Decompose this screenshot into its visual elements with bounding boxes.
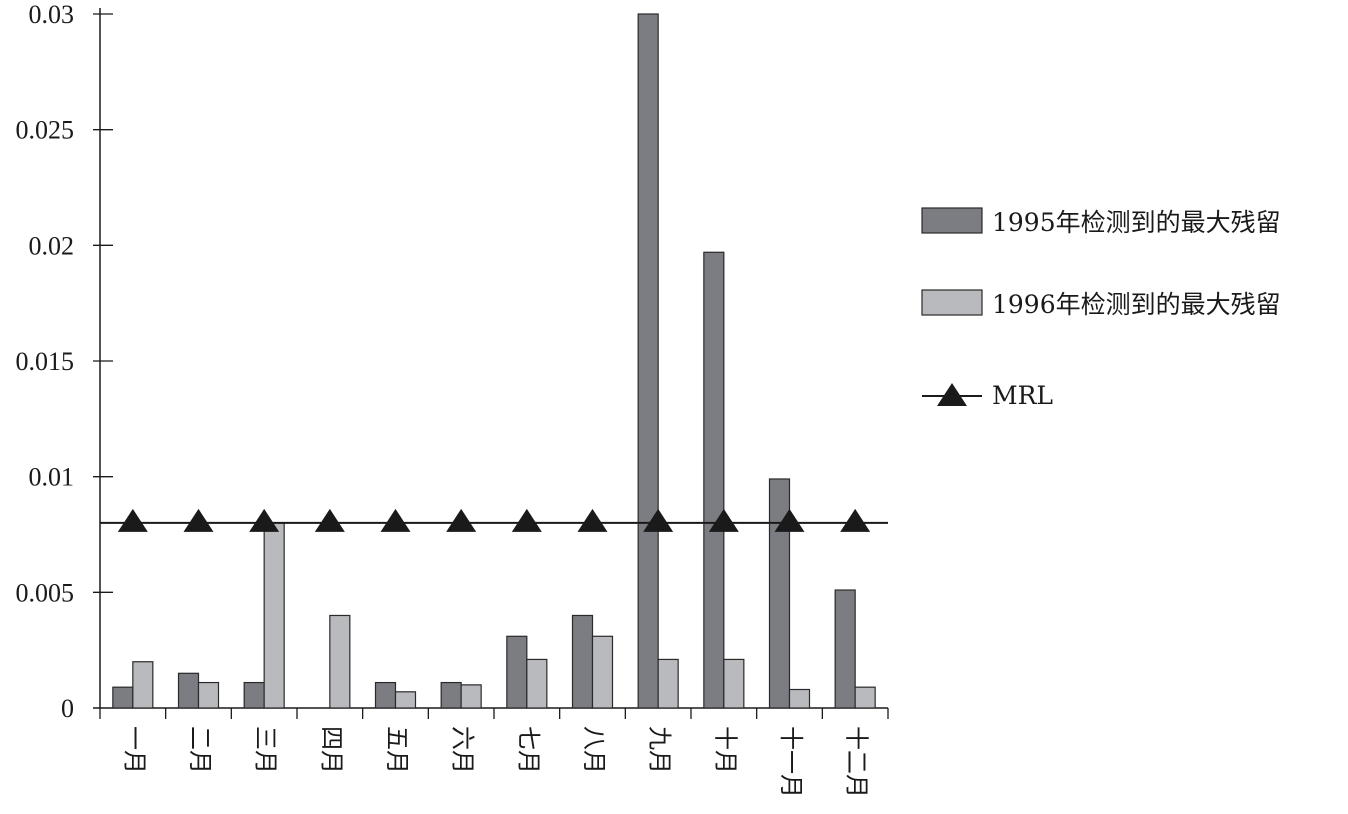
- mrl-marker: [314, 508, 345, 532]
- mrl-marker: [577, 508, 608, 532]
- bar-1996: [263, 522, 285, 709]
- legend-mrl-triangle: [937, 383, 967, 406]
- bar-1995: [703, 251, 725, 709]
- y-tick-label: 0.025: [16, 116, 75, 145]
- x-tick-label: 八月: [580, 726, 608, 774]
- mrl-marker: [183, 508, 214, 532]
- legend-label-1996: 1996年检测到的最大残留: [992, 290, 1281, 319]
- mrl-marker: [249, 508, 280, 532]
- bar-1996: [197, 681, 220, 709]
- legend-swatch-1996: [921, 289, 983, 316]
- bar-1995: [177, 672, 200, 709]
- x-tick-label: 一月: [120, 726, 148, 774]
- bars: [112, 13, 876, 709]
- y-tick-label: 0.01: [29, 463, 75, 492]
- x-tick-label: 七月: [514, 726, 542, 774]
- bar-1995: [243, 681, 265, 709]
- bar-1995: [506, 635, 528, 709]
- bar-1996: [132, 661, 154, 709]
- y-tick-label: 0: [61, 694, 74, 723]
- bar-1996: [329, 614, 351, 709]
- x-tick-label: 九月: [646, 726, 674, 774]
- bar-1996: [788, 688, 811, 709]
- bar-1995: [768, 478, 791, 709]
- mrl-marker: [708, 508, 739, 532]
- bar-1995: [440, 681, 462, 709]
- x-tick-label: 十二月: [843, 726, 871, 798]
- bar-1996: [854, 686, 876, 709]
- bar-1995: [834, 589, 856, 709]
- x-tick-label: 二月: [186, 726, 214, 774]
- bar-1996: [460, 684, 482, 709]
- x-tick-label: 六月: [449, 726, 477, 774]
- y-axis: 0 0.005 0.01 0.015 0.02 0.025 0.03: [16, 0, 113, 723]
- x-tick-label: 十一月: [777, 726, 805, 798]
- mrl-marker: [511, 508, 542, 532]
- bar-1996: [723, 658, 745, 709]
- x-axis: 一月 二月 三月 四月 五月 六月 七月 八月 九月 十月 十一月 十二月: [93, 707, 889, 798]
- bar-1996: [526, 658, 548, 709]
- bar-1995: [112, 686, 134, 709]
- mrl-marker: [643, 508, 674, 532]
- mrl-marker: [840, 508, 871, 532]
- legend: 1995年检测到的最大残留 1996年检测到的最大残留 MRL: [921, 207, 1281, 410]
- x-tick-label: 三月: [252, 726, 280, 774]
- mrl-marker: [380, 508, 411, 532]
- bar-1995: [637, 13, 659, 709]
- y-tick-label: 0.005: [16, 578, 75, 607]
- y-tick-label: 0.015: [16, 347, 75, 376]
- mrl-marker: [774, 508, 805, 532]
- bar-1995: [374, 681, 397, 709]
- x-tick-label: 十月: [711, 726, 739, 774]
- mrl-marker: [117, 508, 148, 532]
- bar-1995: [571, 614, 594, 709]
- x-tick-label: 五月: [383, 726, 411, 774]
- mrl-line: [100, 508, 888, 532]
- legend-label-mrl: MRL: [992, 381, 1053, 410]
- x-tick-label: 四月: [317, 726, 345, 774]
- bar-1996: [394, 691, 417, 709]
- mrl-marker: [446, 508, 477, 532]
- y-tick-label: 0.02: [29, 231, 75, 260]
- y-tick-label: 0.03: [29, 0, 75, 29]
- bar-1996: [591, 635, 614, 709]
- bar-1996: [657, 658, 679, 709]
- legend-swatch-1995: [921, 207, 983, 234]
- legend-label-1995: 1995年检测到的最大残留: [992, 208, 1281, 237]
